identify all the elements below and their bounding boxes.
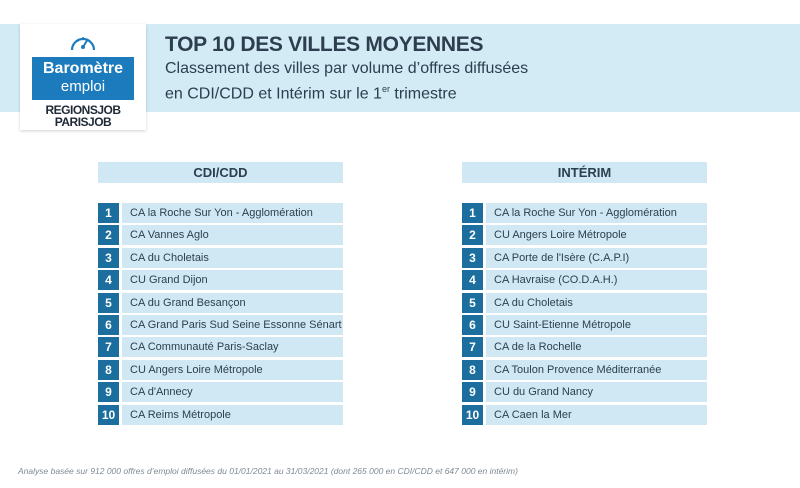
page-subtitle: Classement des villes par volume d’offre…: [165, 59, 685, 104]
rank-badge: 9: [462, 382, 483, 403]
city-name: CA Toulon Provence Méditerranée: [486, 359, 707, 380]
list-item: 8 CA Toulon Provence Méditerranée: [462, 359, 707, 380]
list-item: 10 CA Caen la Mer: [462, 404, 707, 425]
city-name: CA du Grand Besançon: [122, 292, 343, 313]
rank-badge: 2: [98, 225, 119, 246]
rank-badge: 8: [98, 359, 119, 380]
list-item: 7 CA de la Rochelle: [462, 337, 707, 358]
list-item: 5 CA du Grand Besançon: [98, 292, 343, 313]
rank-badge: 4: [462, 270, 483, 291]
subtitle-line-2-end: trimestre: [389, 85, 457, 103]
interim-ranking-list: 1 CA la Roche Sur Yon - Agglomération 2 CU…: [462, 203, 707, 427]
list-item: 1 CA la Roche Sur Yon - Agglomération: [462, 203, 707, 223]
city-name: CA de la Rochelle: [486, 337, 707, 358]
subtitle-superscript: er: [381, 84, 390, 94]
logo-line-2: emploi: [60, 78, 106, 95]
rank-badge: 9: [98, 382, 119, 403]
list-item: 3 CA Porte de l'Isère (C.A.P.I): [462, 247, 707, 268]
gauge-icon: [70, 37, 96, 51]
list-item: 2 CU Angers Loire Métropole: [462, 225, 707, 246]
footnote: Analyse basée sur 912 000 offres d’emplo…: [18, 466, 518, 476]
city-name: CU Grand Dijon: [122, 270, 343, 291]
rank-badge: 10: [98, 404, 119, 425]
city-name: CA Havraise (CO.D.A.H.): [486, 270, 707, 291]
list-item: 5 CA du Choletais: [462, 292, 707, 313]
city-name: CA d'Annecy: [122, 382, 343, 403]
rank-badge: 6: [98, 314, 119, 335]
rank-badge: 4: [98, 270, 119, 291]
list-item: 6 CU Saint-Etienne Métropole: [462, 314, 707, 335]
interim-heading: INTÉRIM: [462, 162, 707, 183]
city-name: CA du Choletais: [122, 247, 343, 268]
city-name: CA Grand Paris Sud Seine Essonne Sénart: [122, 314, 343, 335]
barometre-emploi-logo: Baromètre emploi REGIONSJOB PARISJOB: [20, 24, 146, 130]
rank-badge: 7: [462, 337, 483, 358]
rank-badge: 1: [98, 203, 119, 223]
city-name: CU Saint-Etienne Métropole: [486, 314, 707, 335]
city-name: CU du Grand Nancy: [486, 382, 707, 403]
cdi-cdd-ranking-list: 1 CA la Roche Sur Yon - Agglomération 2 CA…: [98, 203, 343, 427]
city-name: CA Porte de l'Isère (C.A.P.I): [486, 247, 707, 268]
city-name: CA du Choletais: [486, 292, 707, 313]
list-item: 6 CA Grand Paris Sud Seine Essonne Sénart: [98, 314, 343, 335]
rank-badge: 3: [98, 247, 119, 268]
city-name: CA Communauté Paris-Saclay: [122, 337, 343, 358]
cdi-cdd-heading: CDI/CDD: [98, 162, 343, 183]
subtitle-line-1: Classement des villes par volume d’offre…: [165, 60, 529, 77]
city-name: CA Reims Métropole: [122, 404, 343, 425]
page-title: TOP 10 DES VILLES MOYENNES: [165, 33, 484, 56]
rank-badge: 7: [98, 337, 119, 358]
city-name: CA la Roche Sur Yon - Agglomération: [122, 203, 343, 223]
logo-brand-block: Baromètre emploi: [32, 57, 134, 100]
rank-badge: 1: [462, 203, 483, 223]
list-item: 9 CU du Grand Nancy: [462, 382, 707, 403]
rank-badge: 10: [462, 404, 483, 425]
city-name: CU Angers Loire Métropole: [122, 359, 343, 380]
rank-badge: 6: [462, 314, 483, 335]
list-item: 3 CA du Choletais: [98, 247, 343, 268]
city-name: CA la Roche Sur Yon - Agglomération: [486, 203, 707, 223]
list-item: 4 CU Grand Dijon: [98, 270, 343, 291]
city-name: CU Angers Loire Métropole: [486, 225, 707, 246]
list-item: 1 CA la Roche Sur Yon - Agglomération: [98, 203, 343, 223]
rank-badge: 2: [462, 225, 483, 246]
list-item: 2 CA Vannes Aglo: [98, 225, 343, 246]
subtitle-line-2-start: en CDI/CDD et Intérim sur le 1: [165, 85, 382, 103]
city-name: CA Vannes Aglo: [122, 225, 343, 246]
list-item: 8 CU Angers Loire Métropole: [98, 359, 343, 380]
list-item: 10 CA Reims Métropole: [98, 404, 343, 425]
logo-parisjob: PARISJOB: [54, 115, 112, 129]
list-item: 9 CA d'Annecy: [98, 382, 343, 403]
rank-badge: 8: [462, 359, 483, 380]
rank-badge: 3: [462, 247, 483, 268]
city-name: CA Caen la Mer: [486, 404, 707, 425]
logo-regionsjob: REGIONSJOB: [45, 103, 121, 117]
list-item: 4 CA Havraise (CO.D.A.H.): [462, 270, 707, 291]
rank-badge: 5: [98, 292, 119, 313]
list-item: 7 CA Communauté Paris-Saclay: [98, 337, 343, 358]
logo-line-1: Baromètre: [42, 60, 124, 77]
rank-badge: 5: [462, 292, 483, 313]
